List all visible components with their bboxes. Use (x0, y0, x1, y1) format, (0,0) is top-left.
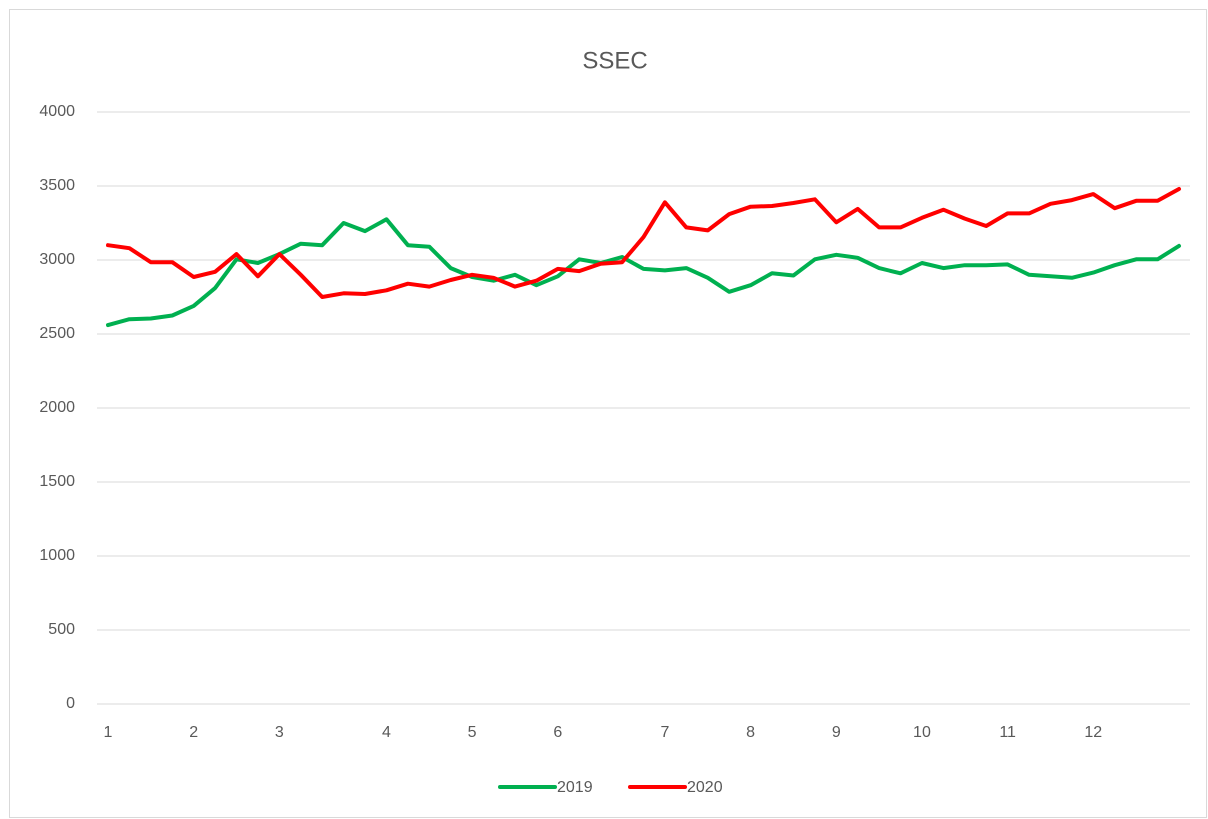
x-tick-label: 6 (553, 724, 562, 741)
x-tick-label: 4 (382, 724, 391, 741)
series-line (106, 217, 1181, 328)
x-tick-label: 5 (468, 724, 477, 741)
x-tick-label: 3 (275, 724, 284, 741)
series-line (106, 187, 1181, 299)
x-tick-label: 9 (832, 724, 841, 741)
chart-title: SSEC (582, 47, 647, 74)
chart-border (9, 9, 1207, 818)
y-tick-label: 4000 (39, 103, 75, 120)
y-tick-label: 3500 (39, 177, 75, 194)
x-tick-label: 10 (913, 724, 931, 741)
x-tick-label: 7 (660, 724, 669, 741)
y-tick-label: 1500 (39, 473, 75, 490)
legend-label: 2019 (557, 779, 593, 796)
y-tick-label: 3000 (39, 251, 75, 268)
x-tick-label: 1 (104, 724, 113, 741)
y-tick-label: 2000 (39, 399, 75, 416)
y-tick-label: 2500 (39, 325, 75, 342)
y-tick-label: 1000 (39, 547, 75, 564)
x-tick-label: 8 (746, 724, 755, 741)
x-tick-label: 11 (999, 724, 1016, 741)
y-tick-label: 0 (66, 695, 75, 712)
y-tick-label: 500 (48, 621, 75, 638)
legend-label: 2020 (687, 779, 723, 796)
x-tick-label: 2 (189, 724, 198, 741)
x-tick-label: 12 (1084, 724, 1102, 741)
